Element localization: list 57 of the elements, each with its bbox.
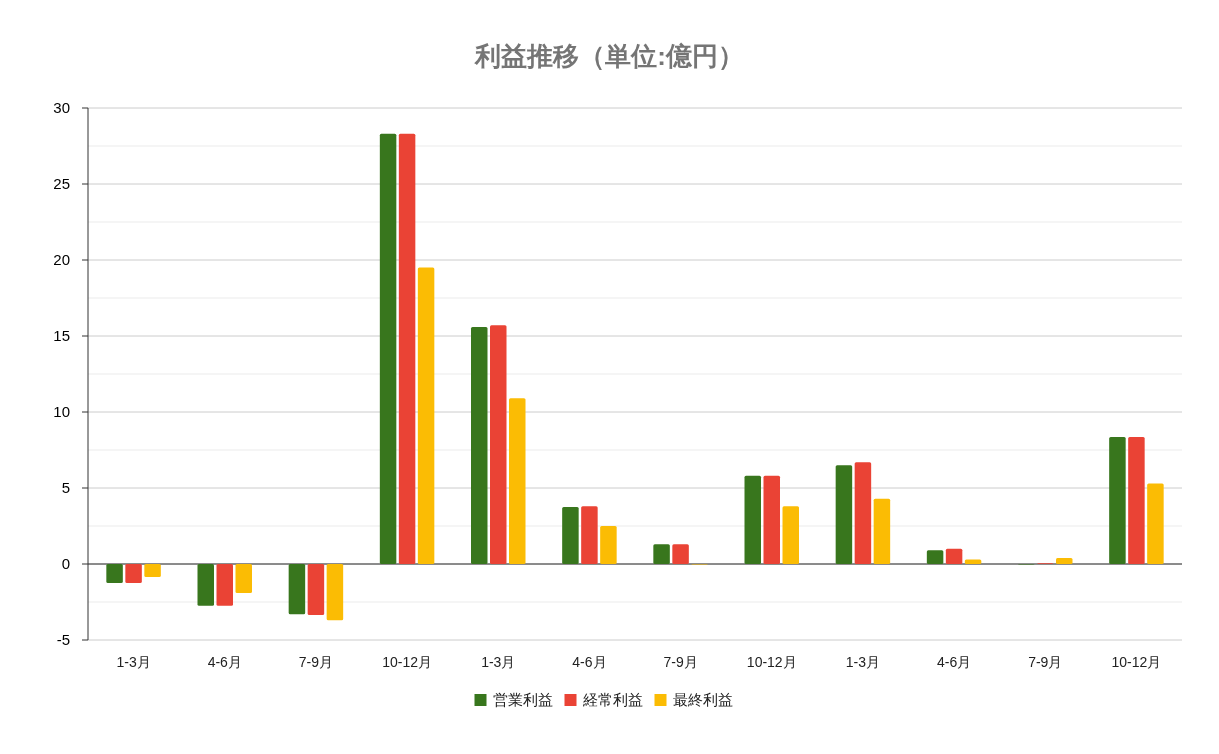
bar bbox=[216, 564, 233, 606]
bar bbox=[106, 564, 123, 583]
bar bbox=[835, 465, 853, 564]
x-tick-label: 10-12月 bbox=[382, 654, 432, 670]
x-tick-label: 7-9月 bbox=[663, 654, 698, 670]
bar bbox=[307, 564, 325, 615]
y-tick-label: 25 bbox=[53, 175, 70, 192]
bar bbox=[1109, 437, 1126, 564]
bar bbox=[509, 398, 526, 564]
y-tick-label: 5 bbox=[61, 479, 70, 496]
x-tick-label: 4-6月 bbox=[936, 654, 972, 670]
bar bbox=[926, 550, 944, 564]
bar bbox=[581, 506, 598, 564]
x-tick-label: 1-3月 bbox=[845, 654, 881, 670]
y-tick-label: 20 bbox=[53, 251, 70, 268]
legend-label: 経常利益 bbox=[581, 691, 643, 708]
bar bbox=[379, 133, 397, 564]
x-tick-label: 1-3月 bbox=[116, 654, 151, 670]
bar bbox=[1128, 437, 1145, 564]
x-tick-label: 4-6月 bbox=[572, 654, 607, 670]
y-tick-label: -5 bbox=[56, 631, 70, 648]
bar bbox=[197, 564, 214, 606]
bar bbox=[1056, 557, 1073, 564]
bar bbox=[782, 506, 799, 564]
bar bbox=[288, 564, 306, 615]
x-tick-label: 1-3月 bbox=[481, 654, 516, 670]
y-tick-label: 0 bbox=[61, 555, 70, 572]
bar bbox=[672, 544, 689, 564]
bar bbox=[744, 475, 761, 564]
bar bbox=[653, 544, 670, 564]
legend-label: 最終利益 bbox=[672, 691, 733, 708]
y-tick-label: 30 bbox=[53, 99, 70, 116]
bar bbox=[945, 548, 963, 564]
x-tick-label: 10-12月 bbox=[1111, 654, 1162, 670]
bar bbox=[600, 526, 617, 564]
bar bbox=[873, 498, 891, 564]
chart-title: 利益推移（単位:億円） bbox=[474, 41, 744, 71]
bar bbox=[125, 564, 142, 583]
x-tick-label: 10-12月 bbox=[746, 654, 797, 670]
bar bbox=[854, 462, 872, 564]
legend-label: 営業利益 bbox=[492, 691, 553, 708]
y-tick-label: 10 bbox=[53, 403, 70, 420]
bar bbox=[144, 564, 161, 577]
bar bbox=[398, 133, 416, 564]
bar bbox=[562, 507, 579, 564]
bar bbox=[964, 559, 982, 564]
bar bbox=[1147, 483, 1164, 564]
x-tick-label: 4-6月 bbox=[207, 654, 242, 670]
bar bbox=[235, 564, 252, 593]
x-tick-label: 7-9月 bbox=[1028, 654, 1063, 670]
bar bbox=[471, 326, 488, 564]
bar bbox=[763, 475, 780, 564]
y-tick-label: 15 bbox=[53, 327, 70, 344]
bar bbox=[417, 267, 435, 564]
x-tick-label: 7-9月 bbox=[298, 654, 334, 670]
bar bbox=[326, 564, 344, 621]
bar bbox=[490, 325, 507, 564]
